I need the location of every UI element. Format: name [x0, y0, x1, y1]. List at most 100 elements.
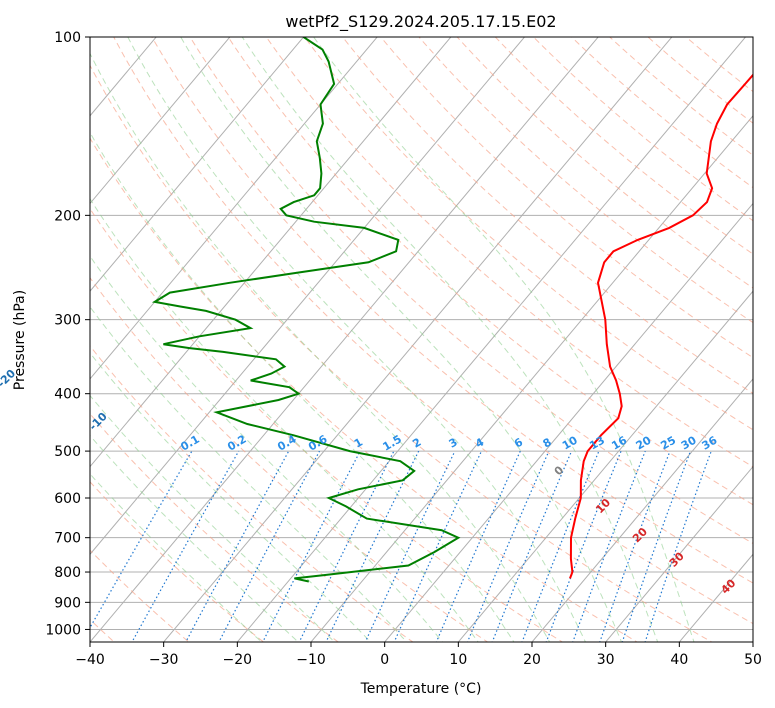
moist-adiabat-line [90, 434, 299, 642]
dry-adiabat-line [113, 37, 753, 625]
dry-adiabat-line [189, 37, 753, 545]
isotherm-line [752, 641, 753, 642]
mixing-ratio-label: 0.1 [178, 433, 201, 454]
x-tick-label: 10 [449, 652, 467, 668]
mixing-ratio-label: 20 [634, 433, 654, 452]
mixing-ratio-line [90, 450, 193, 629]
moist-adiabat-line [90, 473, 263, 642]
plot-frame [89, 36, 754, 643]
isotherm-line [90, 37, 452, 468]
dry-adiabat-line [151, 37, 753, 584]
isotherm-line [90, 37, 378, 380]
mixing-ratio-line [218, 450, 321, 642]
profile-lines [151, 37, 753, 583]
moist-adiabat-line [180, 37, 623, 642]
y-axis-label: Pressure (hPa) [12, 290, 28, 390]
x-tick-label: −30 [149, 652, 179, 668]
x-axis-label: Temperature (°C) [360, 681, 482, 697]
dry-adiabat-line [303, 37, 753, 431]
dry-adiabat-line [90, 345, 414, 642]
moist-adiabat-line [90, 131, 515, 642]
x-tick-label: 50 [744, 652, 762, 668]
mixing-ratio-label: 0.6 [306, 432, 330, 453]
mixing-ratio-line [393, 450, 483, 642]
isotherm-line [90, 37, 231, 205]
y-axis: 100 200 300 400 500 600 700 800 900 1000 [45, 30, 90, 638]
y-tick-label: 100 [54, 30, 81, 46]
moist-adiabat-line [90, 394, 336, 642]
mixing-ratio-line [466, 450, 550, 642]
mixing-ratio-label: 1 [352, 436, 365, 451]
mixing-ratio-label: 30 [679, 433, 699, 452]
mixing-ratio-label: 6 [512, 435, 525, 450]
mixing-ratio-line [491, 450, 573, 642]
y-tick-label: 600 [54, 491, 81, 507]
isotherm-line [90, 37, 305, 292]
dry-adiabat-line [90, 64, 713, 642]
dewpoint-line [151, 37, 461, 583]
temperature-line [569, 73, 753, 579]
moist-adiabat-line [241, 37, 659, 642]
dry-adiabat-line [418, 37, 753, 324]
mixing-ratio-label: 36 [700, 433, 720, 452]
moist-adiabat-label: 0 [552, 463, 567, 478]
isotherm-line [384, 202, 753, 642]
dry-adiabat-line [90, 481, 265, 642]
dry-adiabat-line [380, 37, 753, 359]
mixing-ratio-label: 0.2 [225, 433, 248, 454]
mixing-ratio-label: 10 [560, 433, 580, 452]
x-tick-label: −20 [223, 652, 253, 668]
mixing-ratio-line [545, 450, 622, 642]
mixing-ratio-line [572, 450, 646, 642]
mixing-ratio-line [131, 450, 240, 642]
x-axis: −40 −30 −20 −10 0 10 20 30 40 50 [75, 642, 762, 668]
isotherm-line [531, 378, 753, 642]
isotherm-line [90, 37, 526, 556]
moist-adiabat-line [127, 37, 587, 642]
x-tick-label: −10 [296, 652, 326, 668]
isotherm-line [236, 37, 747, 642]
moist-adiabat-label: 10 [593, 496, 613, 516]
y-tick-label: 900 [54, 595, 81, 611]
dry-adiabat-line [608, 37, 753, 156]
background-lines [90, 37, 753, 642]
x-tick-label: −40 [75, 652, 105, 668]
moist-adiabat-label: 20 [630, 525, 650, 545]
dry-adiabat-line [265, 37, 753, 468]
mixing-ratio-label: 1.5 [380, 433, 403, 454]
mixing-ratio-line [521, 450, 600, 642]
y-tick-label: 300 [54, 313, 81, 329]
isotherm-line [457, 290, 753, 642]
isotherm-line [163, 37, 673, 642]
y-tick-label: 1000 [45, 622, 81, 638]
y-tick-label: 800 [54, 565, 81, 581]
moist-adiabat-label: 40 [718, 576, 738, 596]
mixing-ratio-line [262, 450, 361, 642]
mixing-ratio-line [435, 450, 521, 642]
y-tick-label: 400 [54, 387, 81, 403]
moist-adiabat-line [90, 52, 551, 642]
moist-adiabat-line [90, 197, 479, 642]
dry-adiabat-line [90, 207, 564, 642]
moist-adiabat-line [312, 37, 695, 642]
y-tick-label: 500 [54, 444, 81, 460]
y-tick-label: 700 [54, 531, 81, 547]
mixing-ratio-line [185, 450, 290, 642]
isotherm-line [605, 465, 753, 642]
x-tick-label: 30 [597, 652, 615, 668]
dry-adiabat-line [90, 549, 190, 642]
dry-adiabat-line [647, 37, 753, 124]
isotherm-line [90, 37, 599, 642]
dry-adiabat-line [90, 413, 340, 642]
mixing-ratio-label: 16 [609, 433, 629, 452]
dry-adiabat-line [90, 276, 489, 642]
moist-adiabat-line [90, 306, 408, 642]
dry-adiabat-line [494, 37, 753, 255]
x-tick-label: 0 [380, 652, 389, 668]
dry-adiabat-line [570, 37, 753, 189]
chart-title: wetPf2_S129.2024.205.17.15.E02 [285, 12, 556, 32]
dry-adiabat-line [341, 37, 753, 394]
mixing-ratio-line [364, 450, 456, 642]
mixing-ratio-label: 25 [658, 434, 678, 453]
